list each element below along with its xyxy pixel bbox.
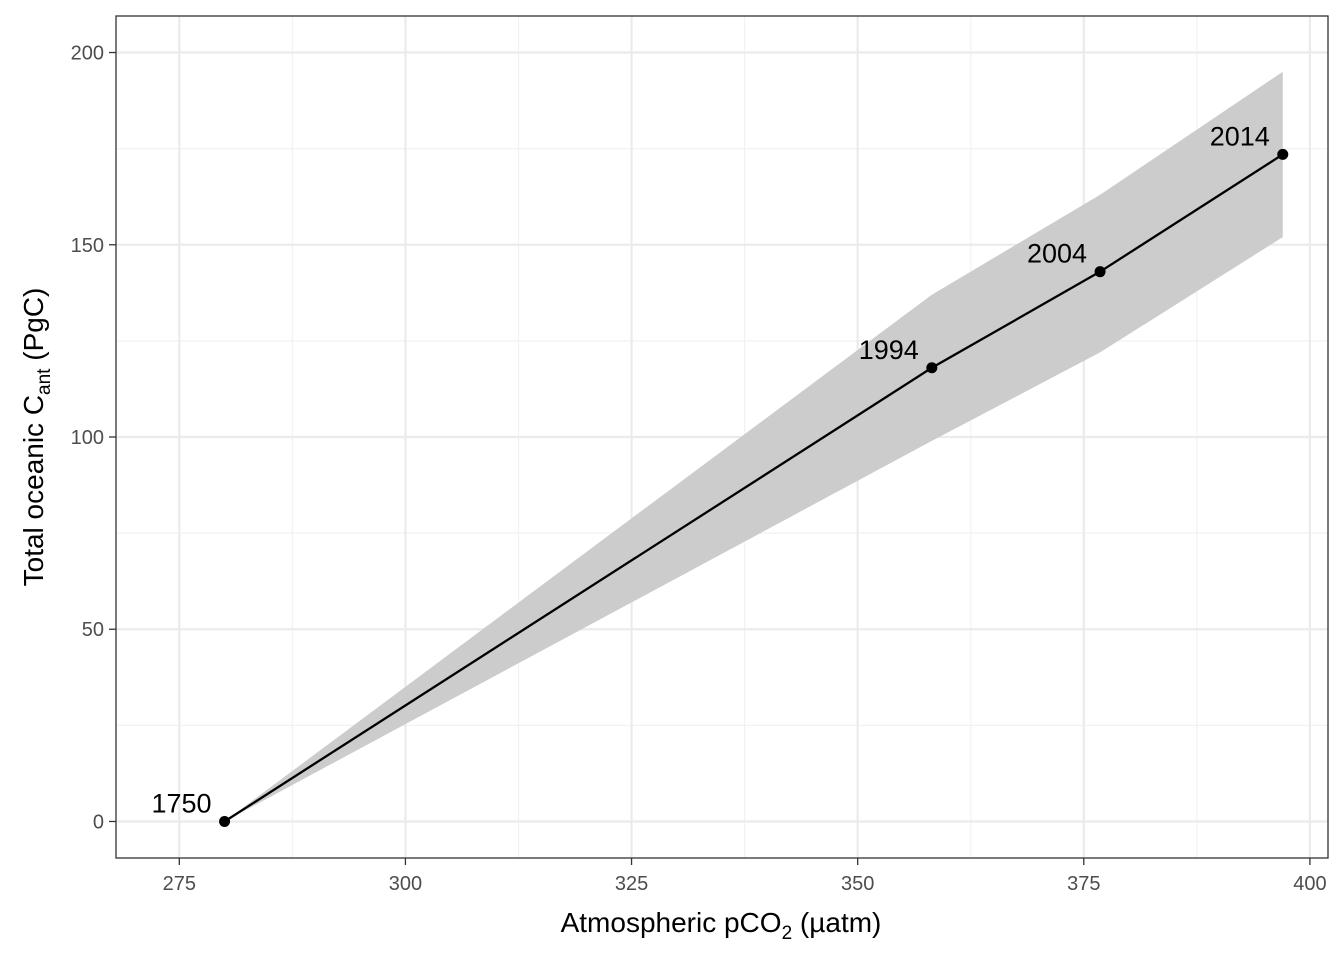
series-line-layer [223, 153, 1284, 823]
data-point [1094, 266, 1106, 278]
uncertainty-band [224, 71, 1283, 822]
y-tick-label: 0 [93, 811, 104, 833]
y-tick-label: 200 [71, 43, 104, 65]
x-axis-title: Atmospheric pCO2 (µatm) [561, 907, 882, 944]
x-axis-title-suffix: (µatm) [792, 907, 881, 938]
x-tick-label: 350 [841, 873, 874, 895]
y-tick-label: 50 [82, 619, 104, 641]
y-axis-title-main: Total oceanic C [18, 395, 49, 586]
y-tick-label: 150 [71, 235, 104, 257]
x-axis-title-subscript: 2 [782, 923, 793, 944]
x-axis-title-main: Atmospheric pCO [561, 907, 782, 938]
y-axis-title: Total oceanic Cant (PgC) [18, 288, 55, 587]
uncertainty-band-layer [224, 71, 1283, 822]
x-tick-label: 300 [389, 873, 422, 895]
x-tick-label: 400 [1293, 873, 1326, 895]
data-point-layer [219, 148, 1289, 827]
x-tick-label: 325 [615, 873, 648, 895]
data-point [1277, 148, 1289, 160]
data-point-label: 1994 [859, 335, 919, 365]
data-point-label: 2004 [1027, 239, 1087, 269]
y-axis-title-suffix: (PgC) [18, 288, 49, 369]
y-axis-ticks: 0 50 100 150 200 [71, 43, 116, 833]
data-point-label: 2014 [1210, 121, 1270, 151]
x-tick-label: 275 [163, 873, 196, 895]
y-axis-title-subscript: ant [34, 368, 55, 395]
data-point [926, 362, 938, 374]
series-line [223, 153, 1284, 823]
x-tick-label: 375 [1067, 873, 1100, 895]
data-point-label: 1750 [151, 788, 211, 818]
point-label-layer: 1750 1994 2004 2014 [151, 121, 1269, 818]
data-point [219, 815, 231, 827]
y-tick-label: 100 [71, 427, 104, 449]
x-axis-ticks: 275 300 325 350 375 400 [163, 858, 1327, 895]
